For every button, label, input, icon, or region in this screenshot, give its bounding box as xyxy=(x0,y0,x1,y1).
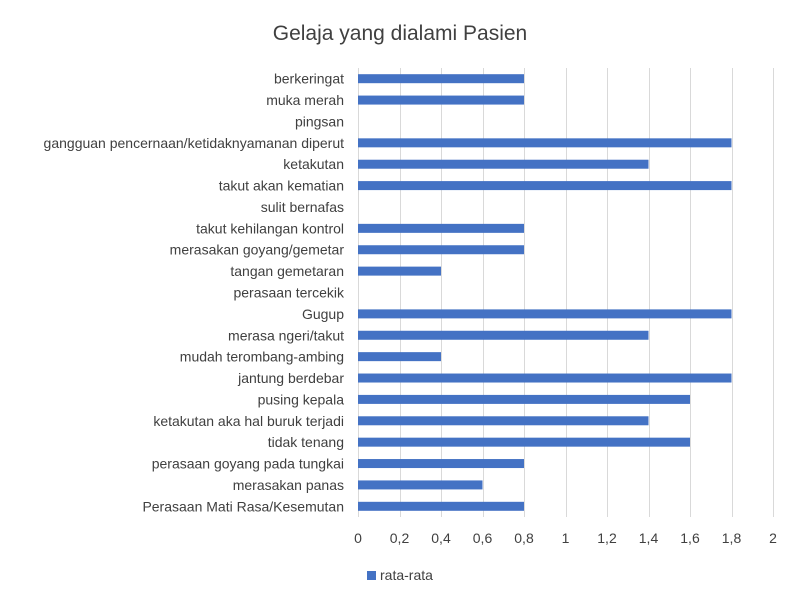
category-label: mudah terombang-ambing xyxy=(180,349,344,365)
x-tick-label: 1,8 xyxy=(722,530,742,546)
category-label: tidak tenang xyxy=(268,434,344,450)
bar xyxy=(358,330,649,340)
x-tick-label: 1,6 xyxy=(680,530,700,546)
category-label: tangan gemetaran xyxy=(230,263,344,279)
gridlines xyxy=(358,68,774,517)
category-label: merasakan goyang/gemetar xyxy=(170,242,345,258)
bar xyxy=(358,245,524,255)
category-label: perasaan goyang pada tungkai xyxy=(152,456,344,472)
x-tick-label: 1,4 xyxy=(639,530,659,546)
x-axis-ticks: 0 0,2 0,4 0,6 0,8 1 1,2 1,4 1,6 1,8 2 xyxy=(354,530,777,546)
bars xyxy=(358,74,732,511)
category-label: takut kehilangan kontrol xyxy=(196,220,344,236)
x-tick-label: 2 xyxy=(769,530,777,546)
category-label: muka merah xyxy=(266,92,344,108)
bar xyxy=(358,437,690,447)
chart-title: Gelaja yang dialami Pasien xyxy=(273,22,527,45)
category-label: perasaan tercekik xyxy=(233,285,345,301)
category-label: ketakutan xyxy=(283,156,344,172)
category-label: berkeringat xyxy=(274,71,344,87)
bar xyxy=(358,309,732,319)
category-label: merasakan panas xyxy=(233,477,344,493)
category-label: takut akan kematian xyxy=(219,178,344,194)
legend-label: rata-rata xyxy=(380,567,433,583)
bar xyxy=(358,266,441,276)
bar xyxy=(358,394,690,404)
category-label: Gugup xyxy=(302,306,344,322)
x-tick-label: 0,8 xyxy=(514,530,534,546)
x-tick-label: 0,6 xyxy=(473,530,493,546)
category-label: sulit bernafas xyxy=(261,199,344,215)
bar xyxy=(358,416,649,426)
category-label: ketakutan aka hal buruk terjadi xyxy=(153,413,344,429)
bar xyxy=(358,95,524,105)
x-tick-label: 0 xyxy=(354,530,362,546)
bar xyxy=(358,159,649,169)
x-tick-label: 0,2 xyxy=(390,530,410,546)
category-label: pingsan xyxy=(295,113,344,129)
bar xyxy=(358,459,524,469)
category-label: jantung berdebar xyxy=(237,370,344,386)
bar xyxy=(358,352,441,362)
x-tick-label: 1,2 xyxy=(597,530,617,546)
bar xyxy=(358,480,483,490)
bar xyxy=(358,74,524,84)
category-label: pusing kepala xyxy=(258,391,345,407)
category-label: gangguan pencernaan/ketidaknyamanan dipe… xyxy=(44,135,345,151)
legend-swatch xyxy=(367,571,376,580)
x-tick-label: 1 xyxy=(562,530,570,546)
bar xyxy=(358,501,524,511)
category-label: merasa ngeri/takut xyxy=(228,327,344,343)
category-labels: berkeringat muka merah pingsan gangguan pen… xyxy=(44,71,345,515)
category-label: Perasaan Mati Rasa/Kesemutan xyxy=(142,498,344,514)
bar xyxy=(358,181,732,191)
bar xyxy=(358,373,732,383)
x-tick-label: 0,4 xyxy=(431,530,451,546)
legend: rata-rata xyxy=(367,567,433,583)
bar xyxy=(358,223,524,233)
bar xyxy=(358,138,732,148)
